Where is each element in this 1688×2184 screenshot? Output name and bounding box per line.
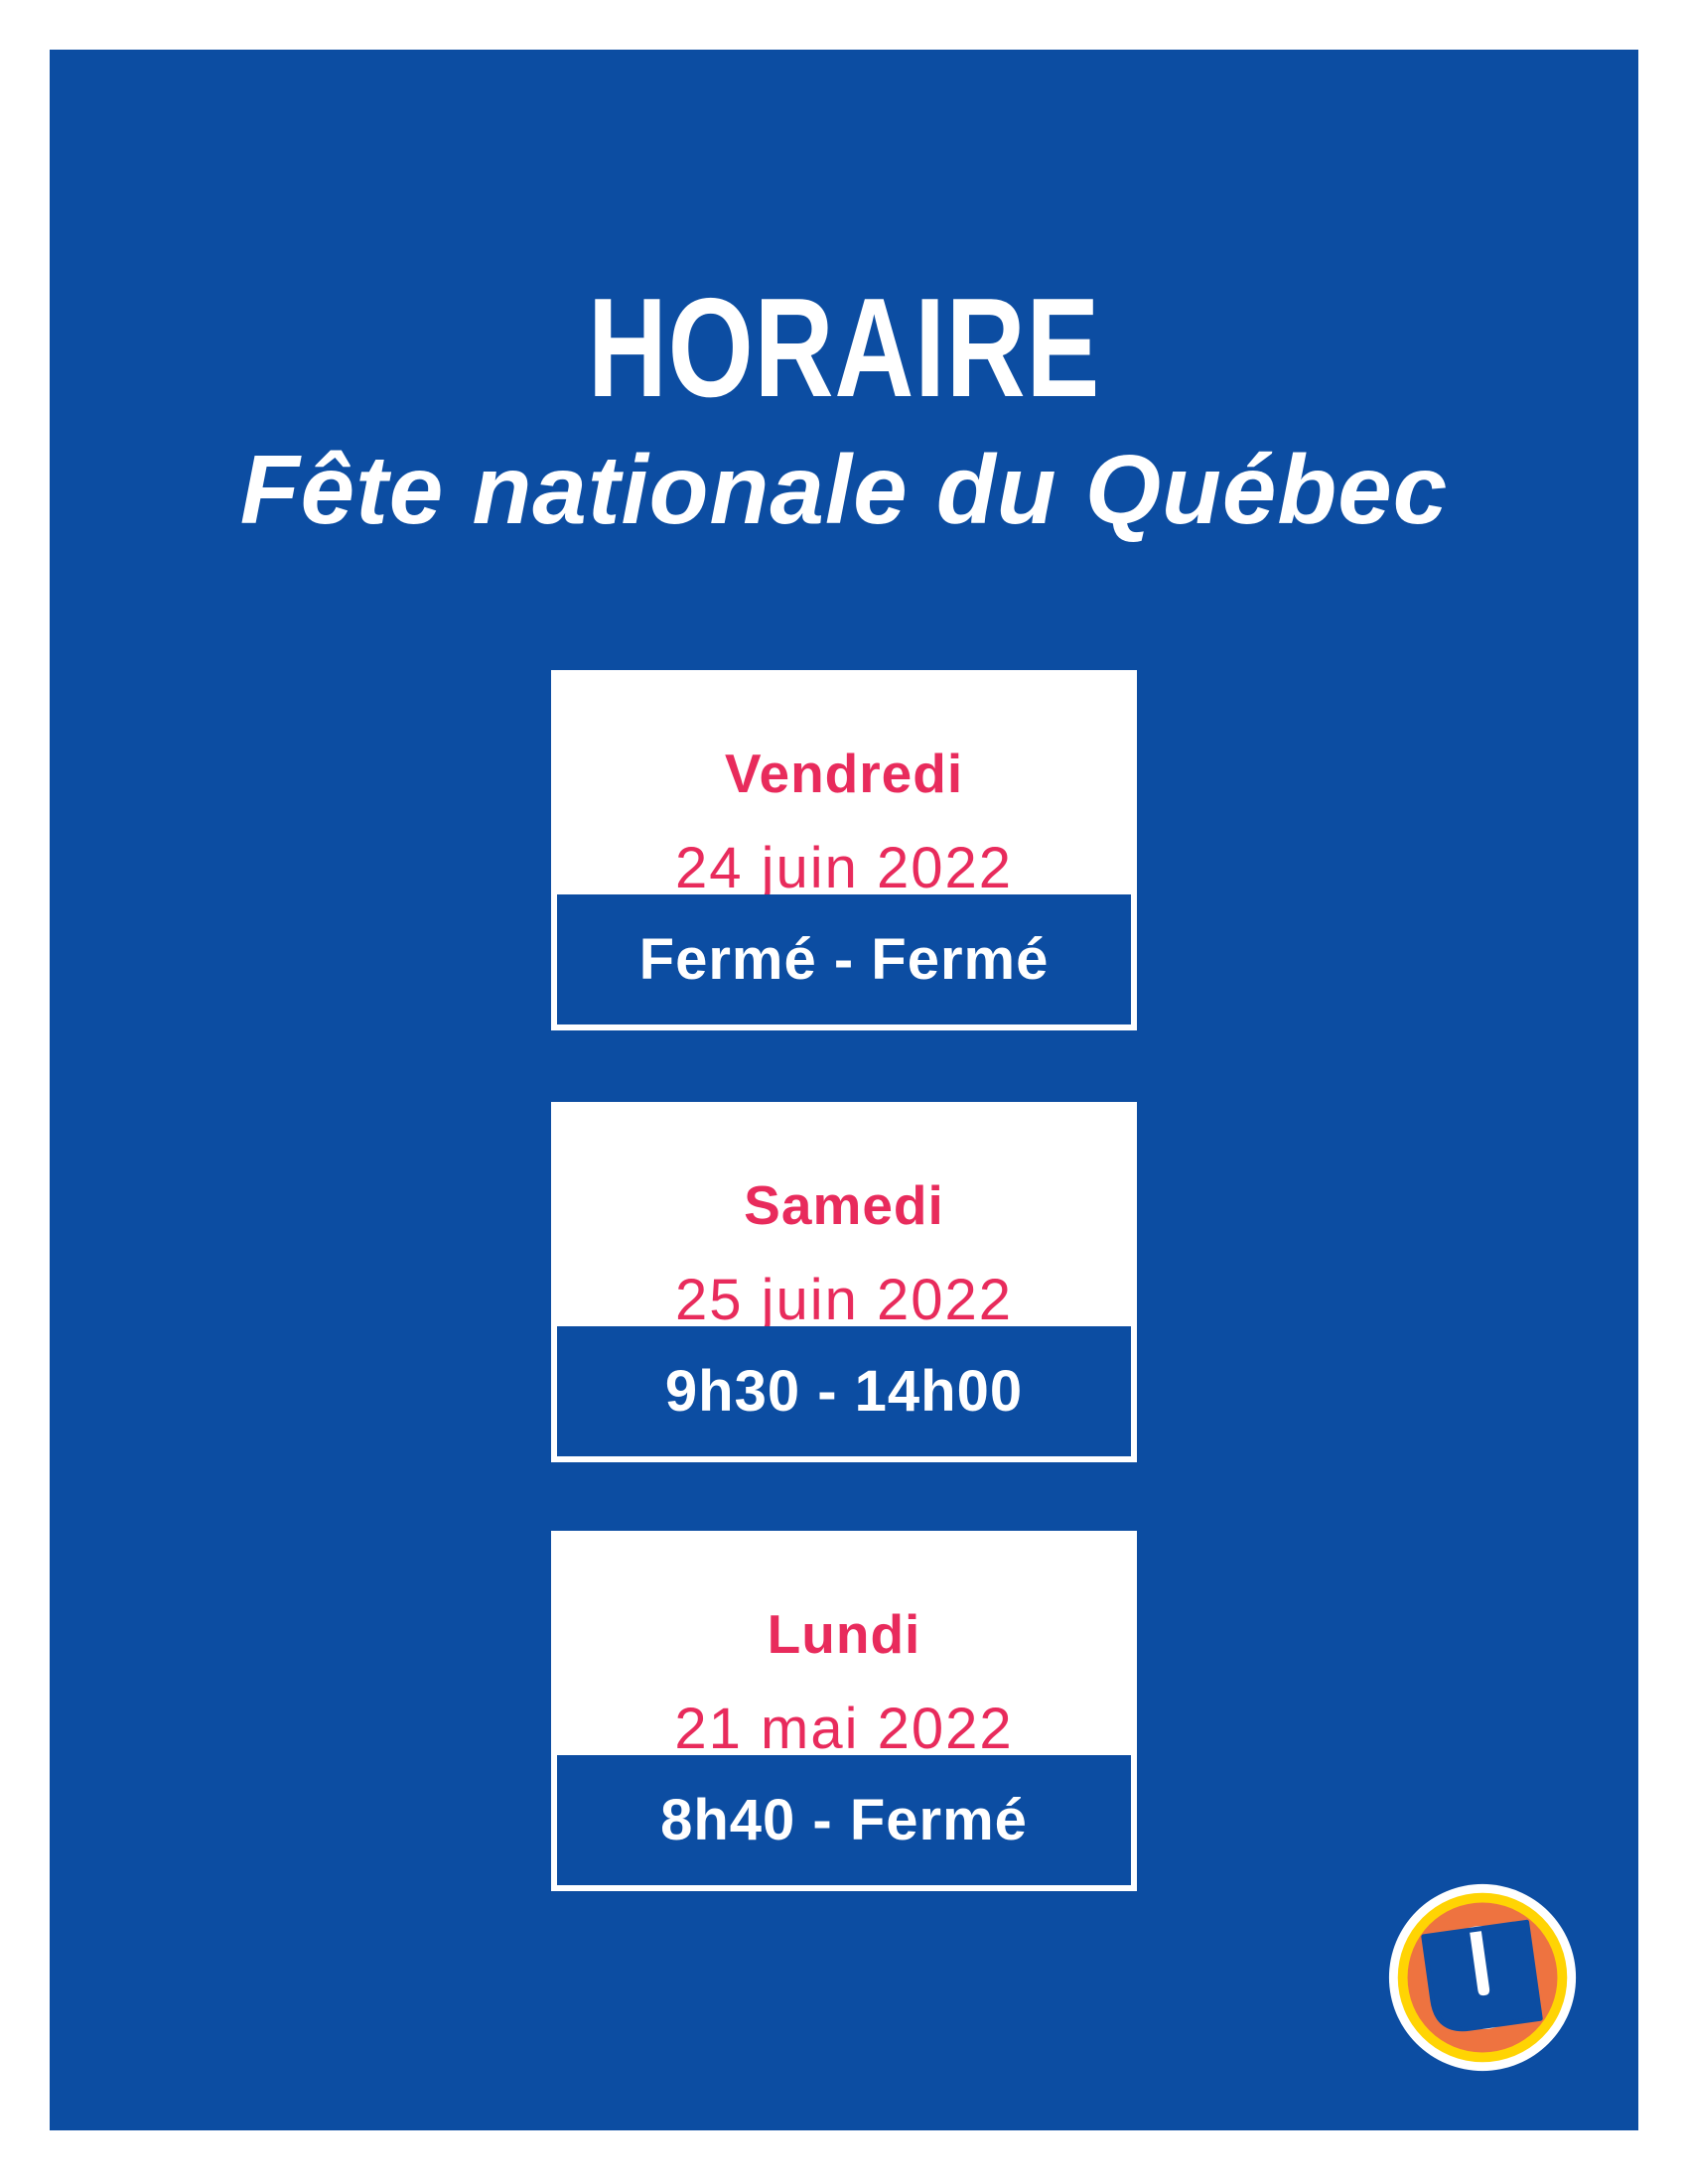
day-label: Lundi xyxy=(767,1603,921,1665)
schedule-card-vendredi: Vendredi 24 juin 2022 Fermé - Fermé xyxy=(551,670,1137,1030)
schedule-card-lundi: Lundi 21 mai 2022 8h40 - Fermé xyxy=(551,1531,1137,1891)
hours-label: 9h30 - 14h00 xyxy=(664,1358,1024,1424)
date-label: 21 mai 2022 xyxy=(674,1697,1014,1761)
poster-title: HORAIRE xyxy=(587,269,1101,427)
hours-label: 8h40 - Fermé xyxy=(660,1787,1028,1852)
date-label: 24 juin 2022 xyxy=(674,836,1014,900)
schedule-card-samedi: Samedi 25 juin 2022 9h30 - 14h00 xyxy=(551,1102,1137,1462)
day-label: Vendredi xyxy=(724,743,964,804)
blue-panel: HORAIRE Fête nationale du Québec Vendred… xyxy=(50,50,1638,2130)
day-label: Samedi xyxy=(744,1174,944,1236)
uniprix-u-logo xyxy=(1388,1883,1577,2072)
date-label: 25 juin 2022 xyxy=(674,1268,1014,1332)
hours-bar: 9h30 - 14h00 xyxy=(557,1326,1131,1456)
hours-bar: 8h40 - Fermé xyxy=(557,1755,1131,1885)
hours-label: Fermé - Fermé xyxy=(638,926,1050,992)
poster-subtitle: Fête nationale du Québec xyxy=(239,435,1449,544)
u-letter-icon xyxy=(1421,1919,1543,2032)
hours-bar: Fermé - Fermé xyxy=(557,894,1131,1024)
